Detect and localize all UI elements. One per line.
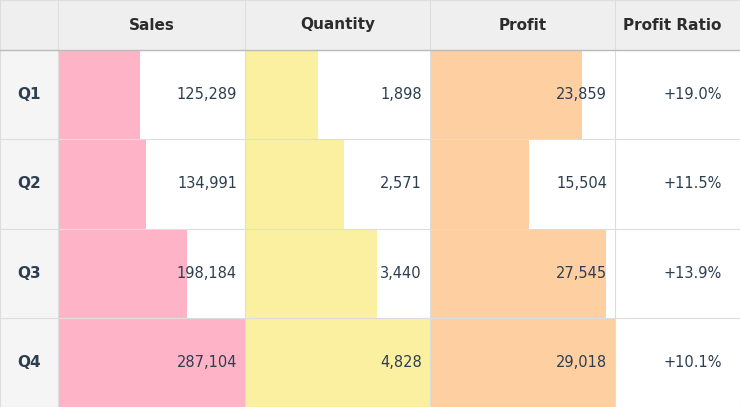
Text: 125,289: 125,289 bbox=[177, 87, 237, 102]
Text: 1,898: 1,898 bbox=[380, 87, 422, 102]
Text: Q4: Q4 bbox=[17, 355, 41, 370]
Bar bbox=[430, 139, 529, 228]
Bar bbox=[58, 139, 740, 228]
Bar bbox=[58, 139, 146, 228]
Bar bbox=[58, 228, 187, 318]
Bar bbox=[58, 50, 740, 139]
Bar bbox=[0, 0, 740, 50]
Text: +13.9%: +13.9% bbox=[664, 266, 722, 280]
Text: Q1: Q1 bbox=[17, 87, 41, 102]
Bar bbox=[430, 318, 615, 407]
Text: Q3: Q3 bbox=[17, 266, 41, 280]
Bar bbox=[245, 228, 377, 318]
Text: Sales: Sales bbox=[129, 18, 175, 33]
Text: 3,440: 3,440 bbox=[380, 266, 422, 280]
Text: 287,104: 287,104 bbox=[177, 355, 237, 370]
Text: 27,545: 27,545 bbox=[556, 266, 607, 280]
Text: 4,828: 4,828 bbox=[380, 355, 422, 370]
Bar bbox=[58, 318, 245, 407]
Bar bbox=[0, 50, 58, 407]
Text: Quantity: Quantity bbox=[300, 18, 375, 33]
Text: 198,184: 198,184 bbox=[177, 266, 237, 280]
Bar bbox=[58, 50, 140, 139]
Bar bbox=[430, 228, 605, 318]
Bar bbox=[245, 50, 317, 139]
Bar bbox=[58, 228, 740, 318]
Bar bbox=[430, 50, 582, 139]
Text: Profit: Profit bbox=[499, 18, 547, 33]
Text: +19.0%: +19.0% bbox=[664, 87, 722, 102]
Text: 2,571: 2,571 bbox=[380, 176, 422, 191]
Text: 15,504: 15,504 bbox=[556, 176, 607, 191]
Text: 134,991: 134,991 bbox=[177, 176, 237, 191]
Bar bbox=[58, 318, 740, 407]
Text: 29,018: 29,018 bbox=[556, 355, 607, 370]
Text: +11.5%: +11.5% bbox=[664, 176, 722, 191]
Text: Q2: Q2 bbox=[17, 176, 41, 191]
Text: +10.1%: +10.1% bbox=[664, 355, 722, 370]
Text: 23,859: 23,859 bbox=[556, 87, 607, 102]
Bar bbox=[245, 139, 343, 228]
Bar bbox=[245, 318, 430, 407]
Text: Profit Ratio: Profit Ratio bbox=[623, 18, 721, 33]
